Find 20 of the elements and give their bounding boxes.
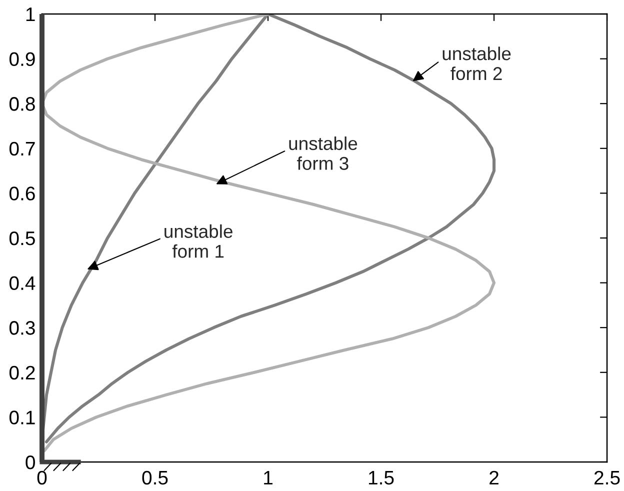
y-tick-label: 0.4 <box>9 276 36 290</box>
annotation: unstable form 3 <box>289 136 358 170</box>
y-tick-label: 0.1 <box>9 410 35 424</box>
x-tick-label: 0.5 <box>142 470 168 485</box>
x-tick-label: 2 <box>490 470 498 484</box>
x-tick-label: 2.5 <box>594 470 620 485</box>
annotation: unstable form 1 <box>164 224 232 258</box>
y-tick-label: 0.5 <box>9 231 35 246</box>
y-tick-label: 0.9 <box>9 52 35 66</box>
y-tick-label: 1 <box>26 8 35 22</box>
y-tick-label: 0.2 <box>9 366 35 380</box>
annotation: unstable form 2 <box>442 46 511 80</box>
x-tick-label: 1.5 <box>368 471 394 485</box>
y-tick-label: 0.7 <box>9 142 35 156</box>
x-tick-label: 1 <box>264 471 272 484</box>
y-tick-label: 0.6 <box>9 186 35 200</box>
y-tick-label: 0.3 <box>9 321 35 335</box>
x-tick-label: 0 <box>37 470 47 485</box>
y-tick-label: 0.8 <box>9 97 35 111</box>
y-tick-label: 0 <box>26 455 35 470</box>
